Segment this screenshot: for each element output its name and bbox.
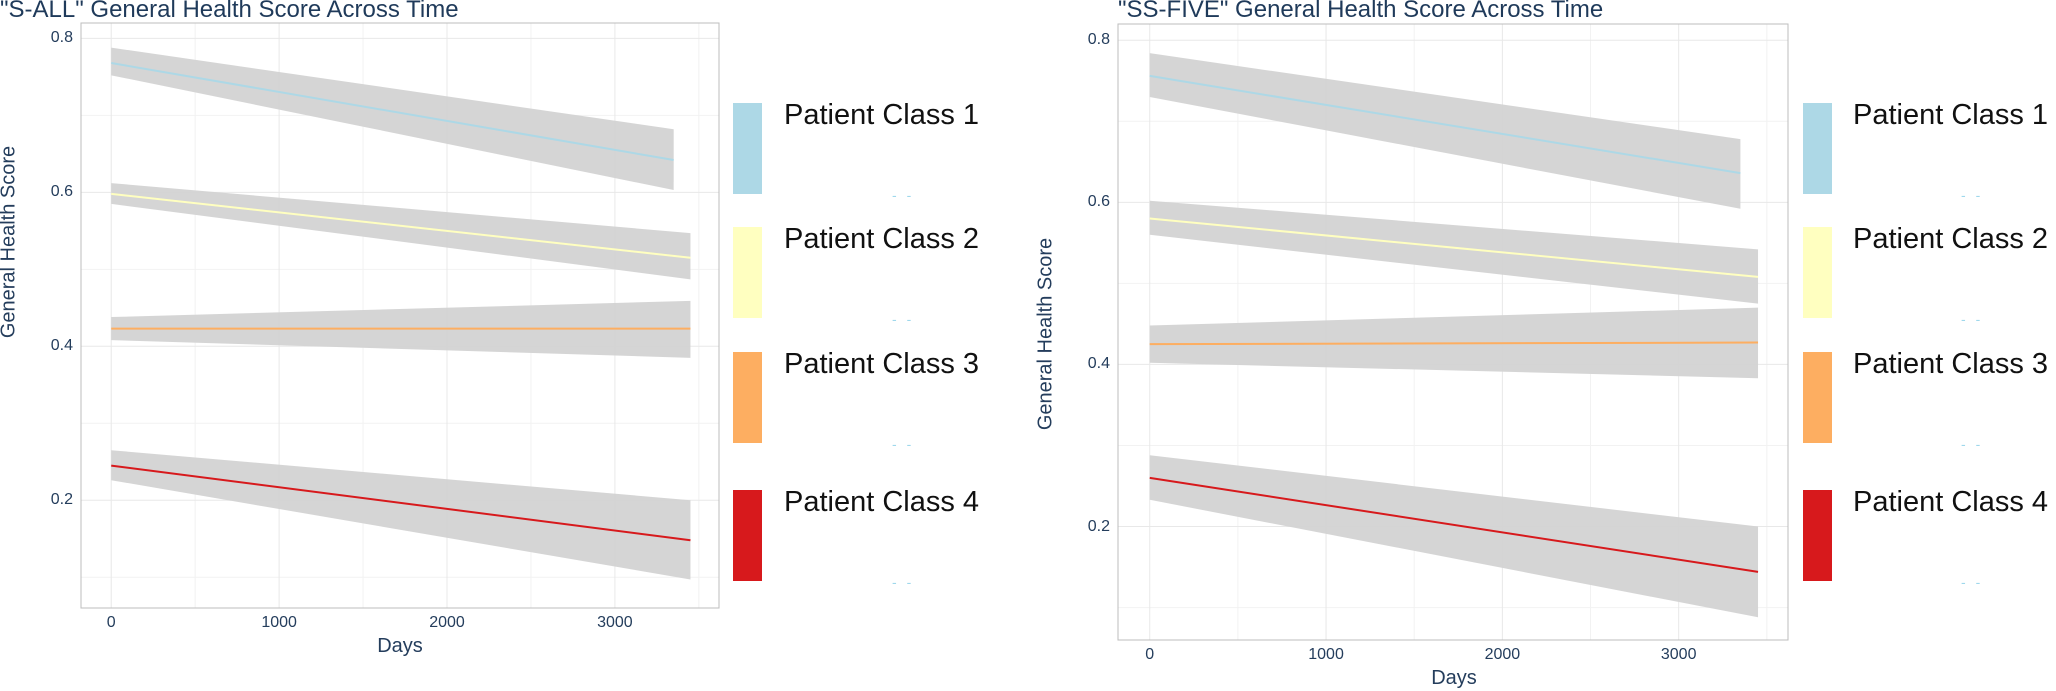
series-line [111,464,691,542]
y-axis-label-left: General Health Score [0,145,20,339]
legend-swatch [1803,227,1832,318]
legend-swatch [733,103,762,194]
series-line [1149,476,1759,573]
legend-dots: -- [892,311,922,327]
confidence-band [1149,455,1759,618]
legend-swatch [733,352,762,443]
confidence-band [111,47,674,191]
x-tick-label: 1000 [261,614,297,631]
y-tick-label: 0.4 [50,337,73,355]
confidence-band [1149,53,1741,209]
y-tick-label: 0.8 [50,29,73,47]
chart-title-left: "S-ALL" General Health Score Across Time [0,0,459,23]
y-tick-label: 0.2 [1087,517,1110,535]
legend-swatch [1803,490,1832,581]
plot-area-right [1117,23,1789,641]
x-axis-label-right: Days [1431,667,1477,689]
legend-dots: -- [892,187,922,203]
legend-swatch [733,490,762,581]
legend-dots: -- [892,574,922,590]
x-tick-label: 3000 [1660,646,1697,663]
series-line [1149,217,1759,278]
legend-label: Patient Class 4 [1853,486,2049,518]
legend-label: Patient Class 1 [784,99,980,131]
x-tick-label: 2000 [429,614,465,631]
plot-area-left [80,22,720,609]
legend-dots: -- [892,436,922,452]
legend-label: Patient Class 1 [1853,99,2049,131]
plot-border [80,22,720,609]
y-tick-label: 0.8 [1087,31,1110,49]
legend-swatch [733,227,762,318]
legend-label: Patient Class 2 [784,223,980,255]
confidence-band [1149,200,1759,304]
legend-dots: -- [1961,311,1991,327]
series-line [111,192,691,259]
legend-label: Patient Class 2 [1853,223,2049,255]
y-tick-label: 0.2 [50,491,73,509]
y-tick-label: 0.6 [1087,193,1110,211]
legend-label: Patient Class 4 [784,486,980,518]
x-tick-label: 3000 [597,614,633,631]
x-tick-label: 0 [106,614,116,631]
x-axis-label-left: Days [377,635,423,657]
x-tick-label: 2000 [1484,646,1521,663]
legend-swatch [1803,352,1832,443]
y-tick-label: 0.6 [50,183,73,201]
legend-label: Patient Class 3 [784,348,980,380]
plot-border [1117,23,1789,641]
series-line [1149,341,1759,346]
y-axis-label-right: General Health Score [1034,237,1057,431]
x-tick-label: 1000 [1308,646,1344,663]
legend-label: Patient Class 3 [1853,348,2049,380]
confidence-band [111,183,691,280]
legend-dots: -- [1961,187,1991,203]
legend-dots: -- [1961,574,1991,590]
legend-swatch [1803,103,1832,194]
chart-title-right: "SS-FIVE" General Health Score Across Ti… [1118,0,1604,23]
series-line [111,62,674,161]
legend-dots: -- [1961,436,1991,452]
x-tick-label: 0 [1145,646,1155,663]
confidence-band [111,450,691,580]
y-tick-label: 0.4 [1087,355,1110,373]
series-line [1149,74,1741,175]
